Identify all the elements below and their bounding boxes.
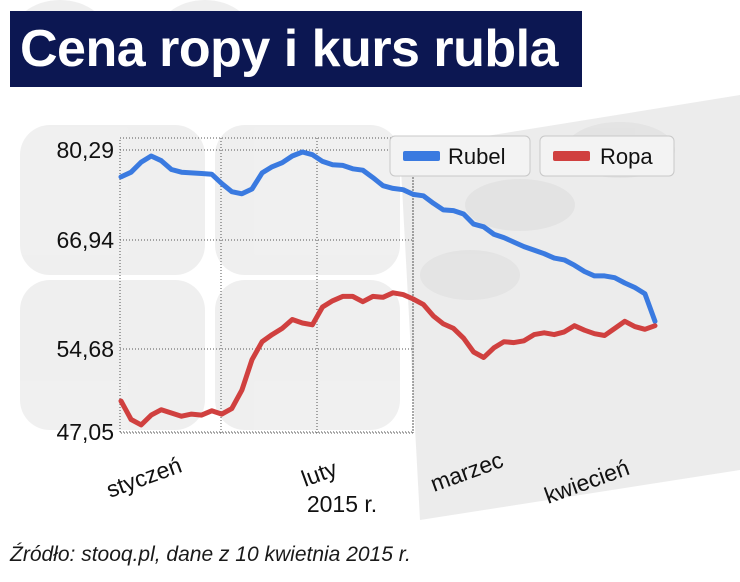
source-note: Źródło: stooq.pl, dane z 10 kwietnia 201… — [10, 543, 411, 566]
series-lines — [118, 149, 658, 428]
legend-item-ropa: Ropa — [539, 135, 675, 177]
series-line-rubel — [118, 149, 658, 324]
y-tick-label: 54,68 — [56, 336, 114, 362]
x-axis-label: 2015 r. — [307, 491, 377, 517]
x-tick-label: kwiecień — [541, 454, 633, 509]
x-grid — [220, 138, 414, 433]
legend-label-ropa: Ropa — [600, 144, 653, 169]
x-tick-label: luty — [298, 455, 341, 492]
legend-label-rubel: Rubel — [448, 144, 505, 169]
chart-title: Cena ropy i kurs rubla — [10, 11, 582, 87]
y-tick-label: 66,94 — [56, 227, 114, 253]
y-tick-label: 47,05 — [56, 419, 114, 445]
plot-area — [119, 137, 414, 434]
legend-swatch-ropa — [553, 151, 590, 161]
y-grid — [120, 149, 413, 433]
legend: Rubel Ropa — [389, 135, 675, 177]
y-axis-ticks: 80,29 66,94 54,68 47,05 — [56, 137, 114, 445]
legend-item-rubel: Rubel — [389, 135, 531, 177]
x-tick-label: styczeń — [103, 452, 185, 503]
y-tick-label: 80,29 — [56, 137, 114, 163]
legend-swatch-rubel — [403, 151, 440, 161]
x-tick-label: marzec — [427, 446, 507, 496]
series-line-ropa — [118, 290, 658, 428]
